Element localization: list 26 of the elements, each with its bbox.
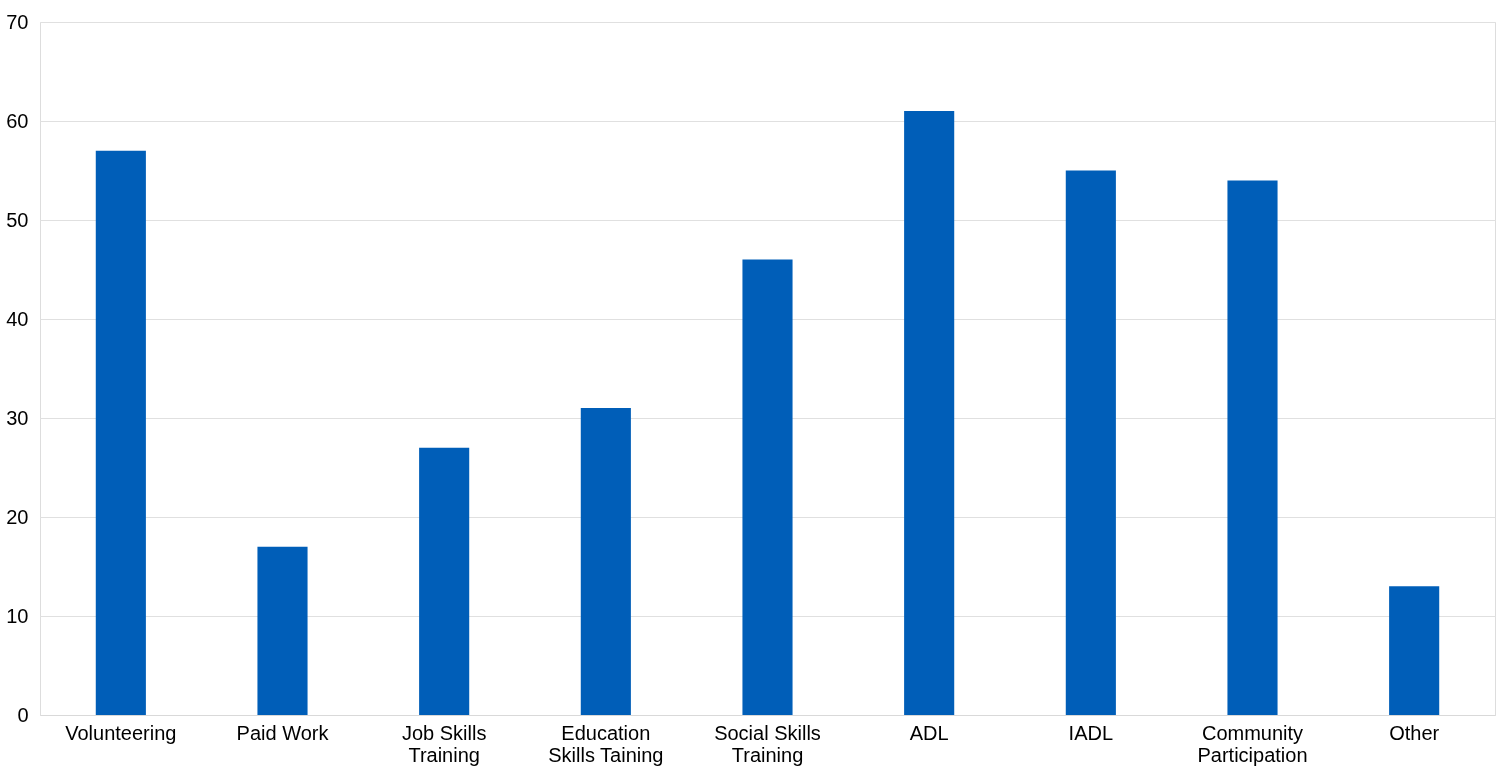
y-tick-label: 40: [6, 307, 29, 330]
bar: [1065, 170, 1116, 715]
x-tick-label: ADL: [909, 721, 949, 744]
bar: [95, 150, 146, 715]
bar: [257, 546, 308, 715]
y-tick-label: 10: [6, 604, 29, 627]
y-tick-label: 0: [17, 703, 29, 726]
y-tick-label: 30: [6, 406, 29, 429]
bar: [1227, 180, 1278, 715]
x-tick-label: Paid Work: [236, 721, 330, 744]
bar: [1389, 586, 1440, 715]
bar: [419, 447, 470, 715]
bar: [580, 408, 631, 715]
bar: [904, 111, 955, 715]
x-tick-label: Education Skills Taining: [548, 721, 664, 766]
x-tick-label: Social Skills Training: [714, 721, 821, 766]
x-tick-label: Volunteering: [65, 721, 177, 744]
x-tick-label: IADL: [1068, 721, 1114, 744]
x-tick-label: Job Skills Training: [401, 721, 487, 766]
y-tick-label: 60: [6, 109, 29, 132]
bar: [742, 259, 793, 715]
y-tick-label: 20: [6, 505, 29, 528]
x-tick-label: Community Participation: [1197, 721, 1308, 766]
y-tick-label: 50: [6, 208, 29, 231]
y-tick-label: 70: [6, 10, 29, 33]
x-tick-label: Other: [1389, 721, 1440, 744]
